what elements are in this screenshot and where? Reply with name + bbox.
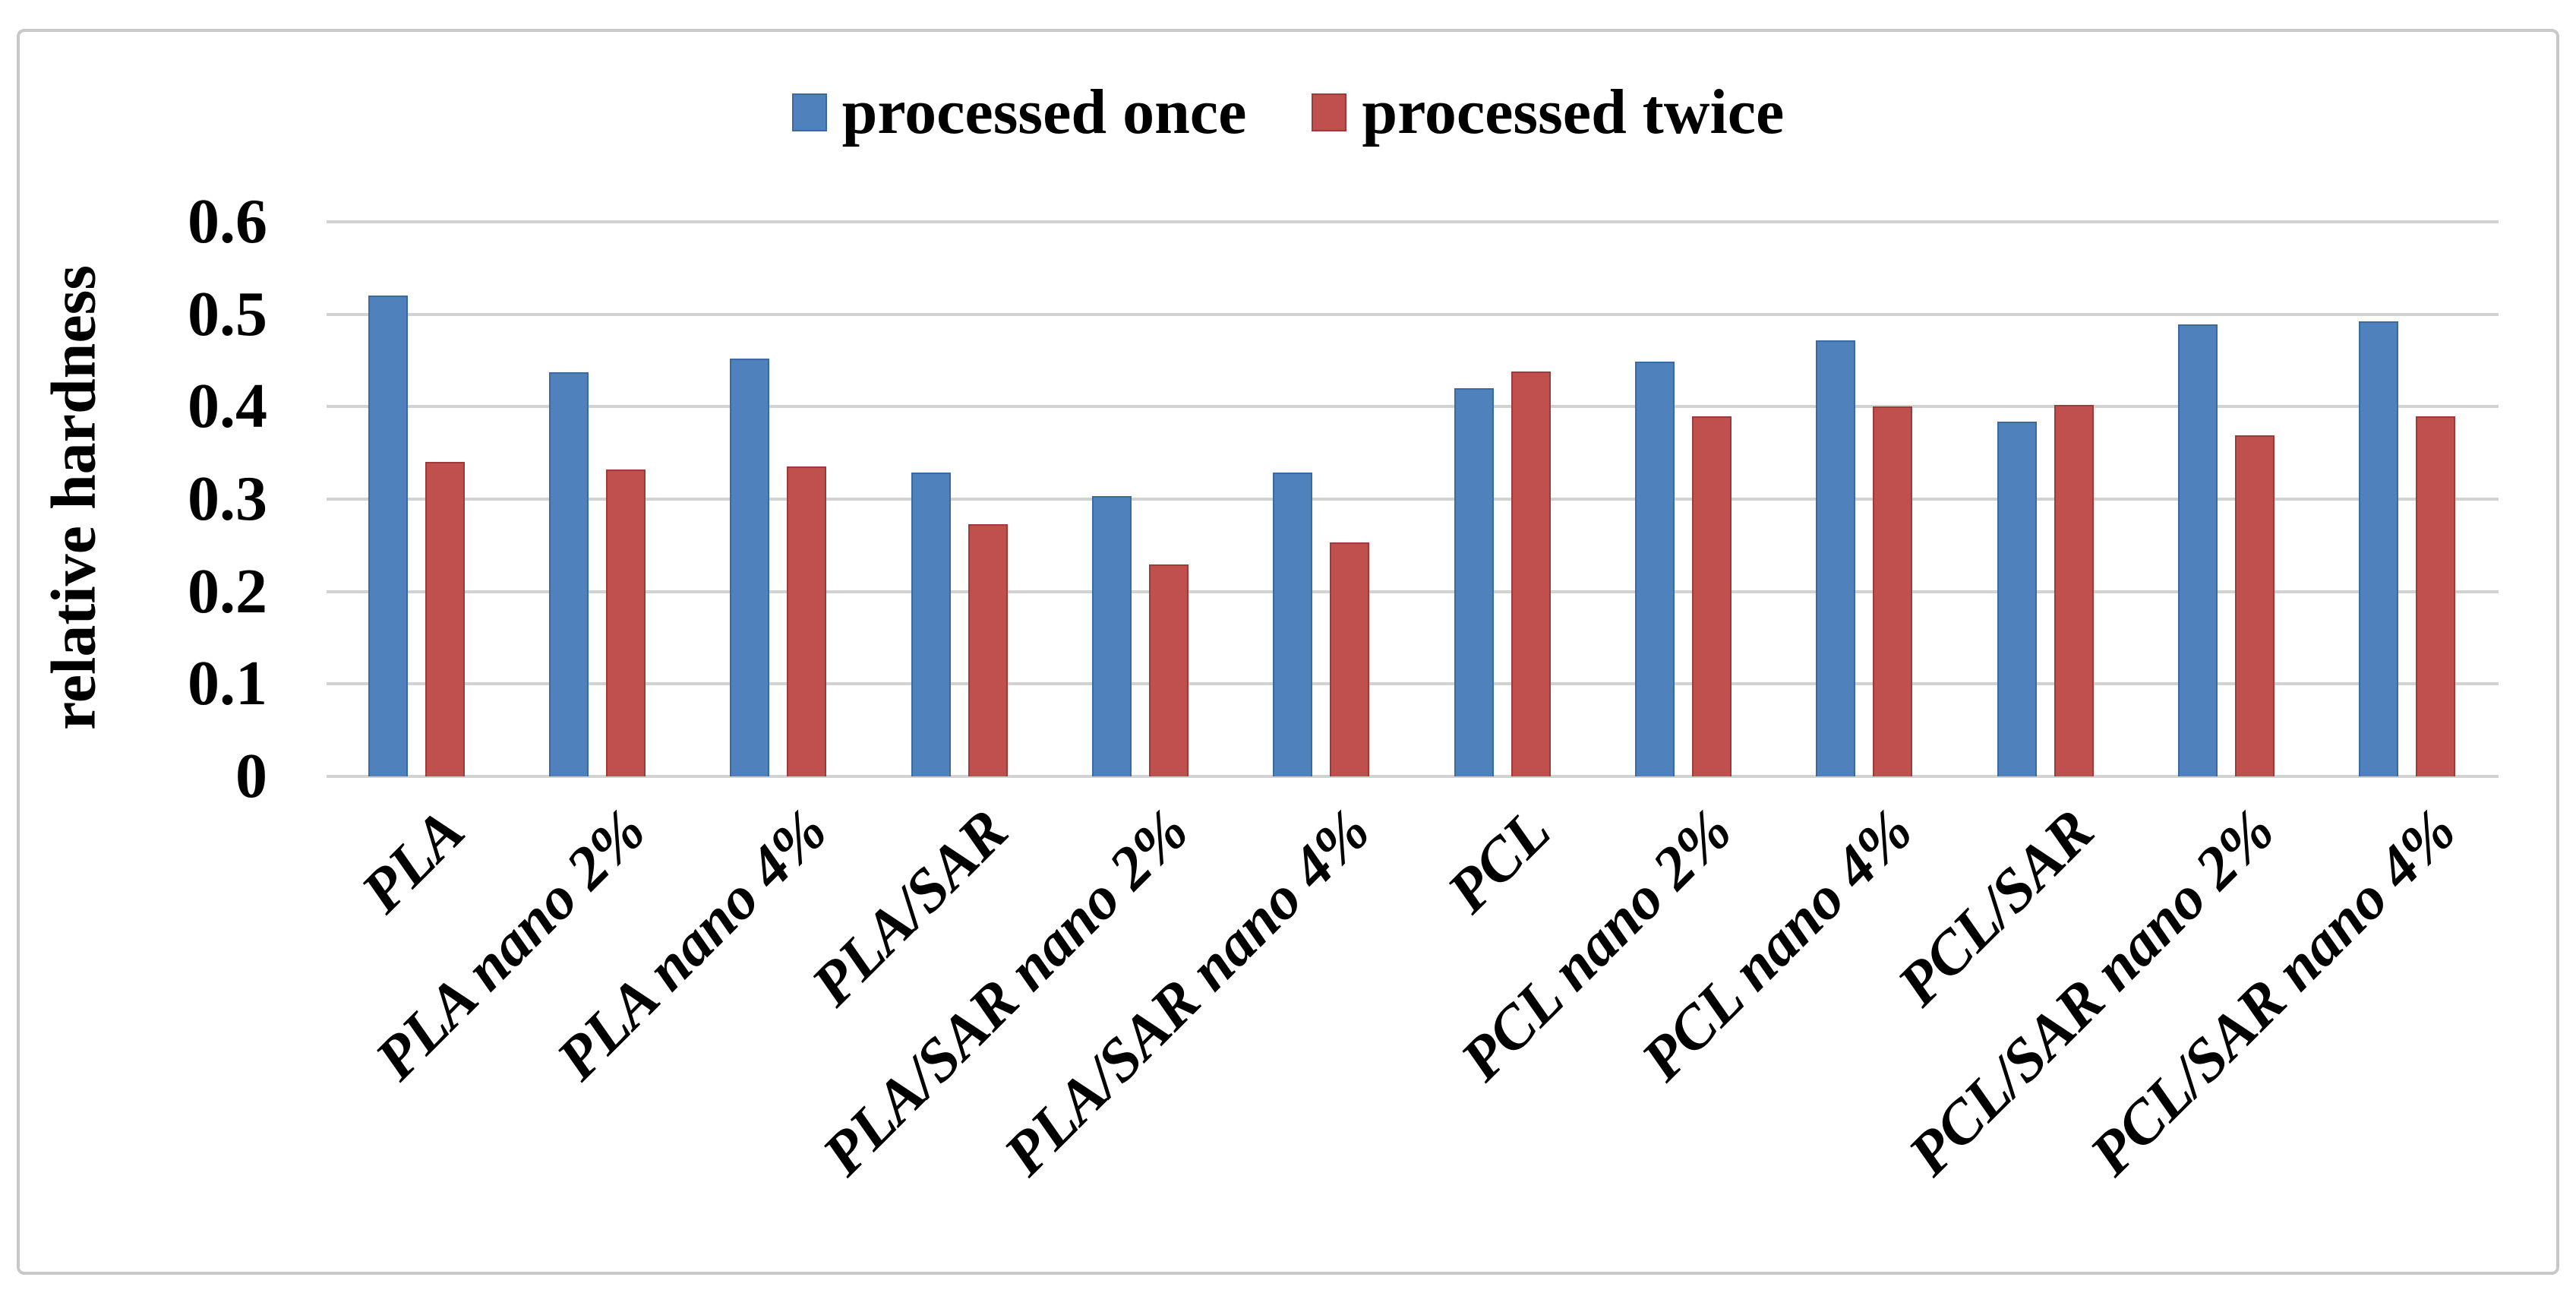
bar-twice-pcl-nano-4-: [1873, 406, 1913, 776]
legend-item-processed-once: processed once: [791, 77, 1247, 147]
bar-twice-pla-sar-nano-2-: [1149, 564, 1189, 776]
gridline-0: [327, 775, 2499, 778]
bar-once-pla-sar: [911, 472, 951, 776]
y-tick-label-0.3: 0.3: [188, 463, 267, 534]
bar-once-pla-nano-2-: [549, 372, 589, 776]
bar-twice-pcl-sar-nano-4-: [2416, 416, 2456, 776]
bar-once-pcl-sar-nano-4-: [2359, 321, 2399, 776]
bar-twice-pcl-sar-nano-2-: [2235, 435, 2275, 776]
bar-twice-pla-sar: [968, 523, 1008, 776]
y-tick-label-0.4: 0.4: [188, 371, 267, 442]
bar-twice-pla-nano-4-: [787, 466, 827, 776]
bar-once-pcl: [1454, 388, 1494, 776]
bar-once-pcl-nano-4-: [1816, 340, 1856, 776]
gridline-0.4: [327, 405, 2499, 409]
bar-twice-pcl: [1511, 371, 1551, 776]
y-axis-title: relative hardness: [38, 264, 109, 731]
bar-once-pcl-nano-2-: [1635, 361, 1675, 776]
bar-once-pcl-sar-nano-2-: [2178, 324, 2218, 776]
gridline-0.2: [327, 590, 2499, 593]
plot-area: 0 0.1 0.2 0.3 0.4 0.5 0.6 PLA PLA nano 2% PLA nan…: [188, 190, 2499, 1188]
y-tick-label-0.6: 0.6: [188, 186, 267, 257]
bar-once-pla-sar-nano-2-: [1092, 496, 1132, 776]
gridline-0.1: [327, 682, 2499, 686]
bar-twice-pcl-sar: [2054, 404, 2094, 776]
bar-once-pla-nano-4-: [730, 359, 770, 776]
legend-item-processed-twice: processed twice: [1312, 77, 1785, 147]
y-tick-label-0.1: 0.1: [188, 648, 267, 719]
legend-marker-processed-once: [791, 93, 827, 132]
bar-twice-pla-nano-2-: [606, 469, 646, 776]
gridline-0.6: [327, 220, 2499, 223]
y-tick-label-0.5: 0.5: [188, 278, 267, 349]
bar-twice-pcl-nano-2-: [1692, 416, 1732, 776]
bar-once-pla-sar-nano-4-: [1273, 472, 1313, 776]
bar-twice-pla: [425, 462, 465, 776]
legend-marker-processed-twice: [1312, 93, 1347, 132]
y-tick-label-0: 0: [235, 741, 267, 811]
bar-twice-pla-sar-nano-4-: [1330, 542, 1370, 776]
bar-once-pla: [368, 296, 408, 776]
gridline-0.5: [327, 312, 2499, 316]
legend-label-processed-once: processed once: [841, 77, 1247, 147]
legend-label-processed-twice: processed twice: [1362, 77, 1785, 147]
gridline-0.3: [327, 498, 2499, 501]
legend: processed once processed twice: [0, 77, 2576, 147]
bar-once-pcl-sar: [1997, 421, 2037, 776]
y-tick-label-0.2: 0.2: [188, 555, 267, 627]
